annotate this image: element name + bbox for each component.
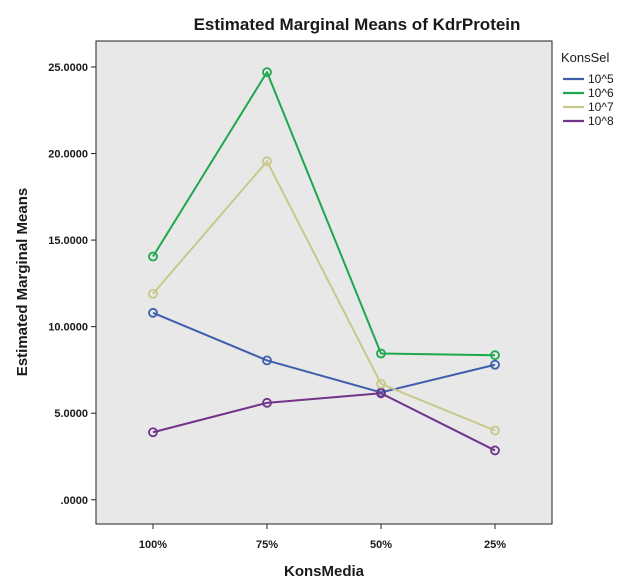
legend-label: 10^5 bbox=[588, 72, 614, 86]
x-tick-label: 100% bbox=[139, 539, 167, 551]
legend-label: 10^8 bbox=[588, 114, 614, 128]
x-tick-label: 75% bbox=[256, 539, 278, 551]
legend: KonsSel 10^510^610^710^8 bbox=[561, 50, 614, 128]
legend-items: 10^510^610^710^8 bbox=[563, 72, 614, 128]
series-layer bbox=[148, 67, 500, 456]
series-line bbox=[152, 311, 496, 394]
x-tick-label: 25% bbox=[484, 539, 506, 551]
series-3 bbox=[148, 388, 500, 456]
data-point bbox=[262, 156, 272, 167]
series-line bbox=[152, 392, 496, 452]
data-point bbox=[376, 348, 386, 359]
data-point bbox=[262, 355, 272, 366]
data-point bbox=[490, 445, 500, 456]
data-point bbox=[490, 425, 500, 436]
data-point bbox=[148, 427, 158, 438]
data-point bbox=[490, 359, 500, 370]
series-2 bbox=[148, 156, 500, 436]
y-tick-label: 20.0000 bbox=[48, 149, 88, 161]
y-tick-label: 5.0000 bbox=[54, 408, 88, 420]
series-line bbox=[152, 71, 496, 357]
chart-title: Estimated Marginal Means of KdrProtein bbox=[194, 15, 521, 34]
y-axis-label: Estimated Marginal Means bbox=[14, 188, 31, 376]
data-point bbox=[262, 67, 272, 78]
y-tick-label: 10.0000 bbox=[48, 322, 88, 334]
data-point bbox=[148, 251, 158, 262]
series-line bbox=[152, 160, 496, 432]
data-point bbox=[376, 378, 386, 389]
legend-label: 10^6 bbox=[588, 86, 614, 100]
data-point bbox=[262, 397, 272, 408]
y-tick-label: .0000 bbox=[60, 495, 88, 507]
x-axis-label: KonsMedia bbox=[284, 563, 365, 577]
data-point bbox=[490, 350, 500, 361]
x-tick-label: 50% bbox=[370, 539, 392, 551]
x-axis: 100% 75% 50% 25% bbox=[139, 524, 506, 551]
legend-title: KonsSel bbox=[561, 50, 610, 65]
data-point bbox=[376, 388, 386, 399]
plot-area bbox=[95, 40, 553, 525]
legend-label: 10^7 bbox=[588, 100, 614, 114]
data-point bbox=[148, 288, 158, 299]
y-tick-label: 25.0000 bbox=[48, 62, 88, 74]
data-point bbox=[148, 307, 158, 318]
series-1 bbox=[148, 67, 500, 361]
y-tick-label: 15.0000 bbox=[48, 235, 88, 247]
y-axis: .0000 5.0000 10.0000 15.0000 20.0000 25.0000 bbox=[48, 62, 96, 507]
